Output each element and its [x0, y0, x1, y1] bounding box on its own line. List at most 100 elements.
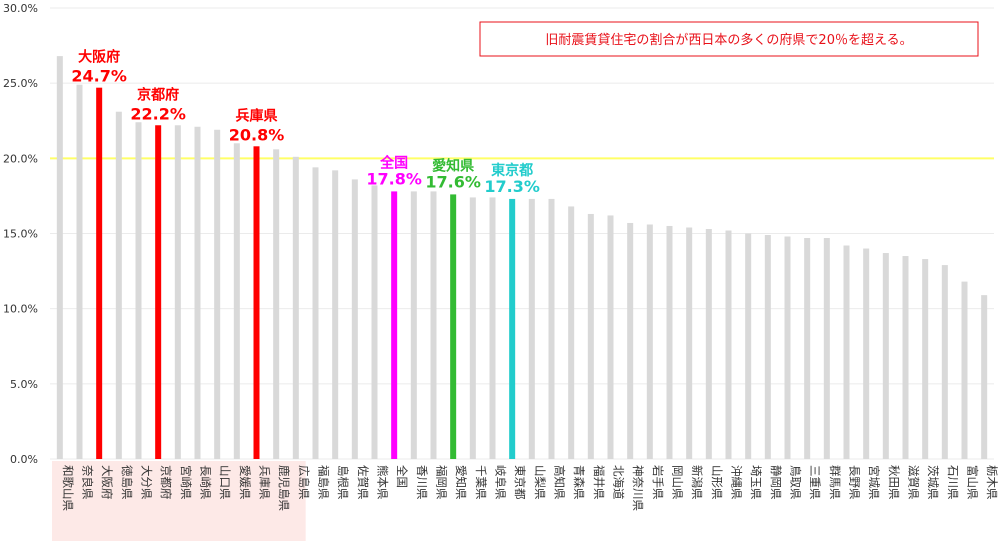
bar-青森県 [568, 206, 575, 459]
bar-栃木県 [981, 295, 988, 459]
bar-三重県 [804, 238, 811, 459]
x-tick-label: 和歌山県 [61, 465, 75, 511]
x-tick-label: 福岡県 [435, 465, 449, 500]
bars [56, 56, 988, 460]
x-tick-label: 宮城県 [867, 465, 881, 500]
bar-千葉県 [469, 197, 476, 460]
bar-山梨県 [528, 198, 535, 459]
bar-福島県 [312, 167, 319, 459]
x-tick-label: 静岡県 [769, 465, 783, 500]
x-tick-label: 東京都 [513, 465, 527, 500]
x-tick-label: 青森県 [572, 465, 586, 500]
bar-大阪府 [96, 87, 103, 459]
x-tick-label: 兵庫県 [258, 465, 272, 500]
x-tick-label: 京都府 [159, 465, 173, 500]
bar-秋田県 [882, 253, 889, 459]
bar-新潟県 [686, 227, 693, 459]
bar-長崎県 [194, 126, 201, 459]
bar-石川県 [941, 265, 948, 459]
x-axis-category-labels: 和歌山県 奈良県 大阪府 徳島県 大分県 京都府 宮崎県 長崎県 山口県 愛媛県 兵庫県 鹿児島県 広島… [61, 465, 998, 511]
x-tick-label: 佐賀県 [356, 465, 370, 500]
bar-岡山県 [666, 225, 673, 459]
x-tick-label: 神奈川県 [631, 465, 645, 511]
bar-群馬県 [823, 238, 830, 459]
west-japan-band [52, 461, 306, 541]
bar-京都府 [155, 125, 162, 459]
x-tick-label: 茨城県 [926, 465, 940, 500]
x-tick-label: 新潟県 [690, 465, 704, 500]
bar-山形県 [705, 228, 712, 459]
bar-滋賀県 [902, 256, 909, 459]
x-tick-label: 香川県 [415, 465, 429, 500]
x-tick-label: 奈良県 [81, 465, 95, 500]
x-tick-label: 三重県 [808, 465, 822, 500]
bar-沖縄県 [725, 230, 732, 459]
y-tick-label: 10.0% [3, 303, 38, 316]
bar-愛媛県 [233, 143, 240, 460]
callout-label: 愛知県 [432, 157, 474, 174]
bar-島根県 [332, 170, 339, 460]
x-tick-label: 熊本県 [376, 465, 390, 500]
bar-福岡県 [430, 191, 437, 459]
callout-value: 17.8% [366, 169, 422, 188]
bar-埼玉県 [745, 233, 752, 459]
bar-高知県 [548, 198, 555, 459]
x-tick-label: 大阪府 [100, 465, 114, 500]
bar-長野県 [843, 245, 850, 459]
bar-和歌山県 [56, 56, 63, 460]
y-tick-label: 5.0% [10, 378, 38, 391]
bar-鹿児島県 [273, 149, 280, 459]
callout-value: 22.2% [130, 104, 186, 123]
bar-鳥取県 [784, 236, 791, 459]
gridlines [50, 7, 994, 460]
x-tick-label: 岡山県 [671, 465, 685, 500]
callout-value: 20.8% [229, 125, 285, 144]
x-tick-label: 富山県 [966, 465, 980, 500]
x-tick-label: 大分県 [140, 465, 154, 500]
bar-奈良県 [76, 84, 83, 460]
bar-広島県 [292, 156, 299, 459]
x-tick-label: 広島県 [297, 465, 311, 500]
x-tick-label: 山口県 [218, 465, 232, 500]
y-tick-label: 30.0% [3, 2, 38, 15]
bar-大分県 [135, 122, 142, 460]
bar-熊本県 [371, 185, 378, 460]
x-tick-label: 北海道 [612, 465, 626, 500]
bar-東京都 [509, 198, 516, 459]
bar-香川県 [410, 191, 417, 459]
x-tick-label: 鹿児島県 [277, 465, 291, 511]
bar-全国 [391, 191, 398, 459]
x-tick-label: 島根県 [336, 465, 350, 500]
callout-value: 24.7% [71, 67, 127, 86]
bar-愛知県 [450, 194, 457, 459]
callout-label: 大阪府 [78, 49, 120, 66]
bar-茨城県 [922, 259, 929, 459]
bar-富山県 [961, 281, 968, 459]
x-tick-label: 徳島県 [120, 465, 134, 500]
bar-岐阜県 [489, 197, 496, 460]
callout-value: 17.6% [425, 172, 481, 191]
x-tick-label: 福島県 [317, 465, 331, 500]
y-axis-ticks: 0.0% 5.0% 10.0% 15.0% 20.0% 25.0% 30.0% [3, 2, 38, 466]
x-tick-label: 福井県 [592, 465, 606, 500]
annotation-text: 旧耐震賃貸住宅の割合が西日本の多くの府県で20％を超える。 [545, 32, 912, 48]
x-tick-label: 長崎県 [199, 465, 213, 500]
west-japan-highlight-band [52, 461, 306, 541]
x-tick-label: 長野県 [848, 465, 862, 500]
bar-福井県 [587, 213, 594, 459]
bar-静岡県 [764, 235, 771, 459]
callout-label: 全国 [379, 154, 408, 171]
bar-徳島県 [115, 111, 122, 459]
x-tick-label: 栃木県 [985, 465, 998, 500]
bar-岩手県 [646, 224, 653, 459]
x-tick-label: 岩手県 [651, 465, 665, 500]
x-tick-label: 宮崎県 [179, 465, 193, 500]
x-tick-label: 愛媛県 [238, 465, 252, 500]
annotation-box: 旧耐震賃貸住宅の割合が西日本の多くの府県で20％を超える。 [479, 21, 979, 57]
y-tick-label: 0.0% [10, 453, 38, 466]
y-tick-label: 20.0% [3, 152, 38, 165]
x-tick-label: 全国 [395, 465, 409, 488]
callout-label: 京都府 [137, 86, 179, 103]
